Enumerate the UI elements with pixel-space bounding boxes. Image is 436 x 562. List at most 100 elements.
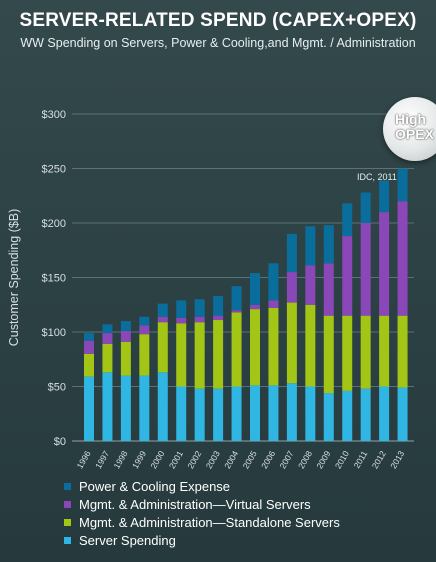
bar-segment (176, 317, 187, 324)
bar-segment (250, 385, 260, 441)
bar-segment (213, 388, 224, 441)
bar-segment (213, 315, 224, 321)
legend-swatch (64, 500, 71, 508)
x-tick-label: 1997 (93, 449, 111, 471)
bar-segment (84, 353, 94, 377)
bar-segment (342, 390, 353, 441)
bar-segment (323, 315, 334, 394)
y-tick-label: $0 (54, 436, 66, 448)
legend-swatch (64, 518, 71, 526)
bar-segment (213, 320, 224, 389)
bar-segment (360, 388, 371, 441)
chart-title: SERVER-RELATED SPEND (CAPEX+OPEX) (19, 10, 417, 31)
bar-segment (84, 333, 94, 341)
bar-segment (120, 321, 131, 331)
bar-segment (157, 303, 168, 317)
bar-segment (139, 316, 150, 326)
bar-segment (176, 323, 187, 387)
bar-segment (194, 316, 205, 323)
bar-segment (139, 325, 150, 335)
y-tick-label: $100 (42, 327, 66, 339)
bar-segment (379, 212, 390, 316)
x-tick-label: 2002 (185, 449, 203, 471)
bar-segment (176, 300, 187, 318)
bar-segment (397, 315, 408, 388)
bar-segment (323, 225, 334, 264)
x-tick-label: 2003 (204, 449, 222, 471)
y-tick-label: $50 (48, 382, 66, 394)
legend-label: Mgmt. & Administration—Virtual Servers (79, 496, 311, 512)
bar-segment (102, 372, 113, 441)
bar-segment (250, 273, 260, 305)
x-tick-label: 2013 (388, 449, 406, 471)
bar-segment (286, 302, 297, 384)
bar-segment (102, 333, 113, 344)
bar-segment (286, 233, 297, 273)
bar-segment (231, 312, 242, 387)
bar-segment (139, 334, 150, 376)
x-tick-label: 2004 (222, 449, 240, 471)
legend-item: Server Spending (64, 531, 340, 549)
bar-segment (323, 393, 334, 441)
y-tick-label: $250 (42, 164, 66, 176)
bar-segment (397, 387, 408, 441)
bar-segment (342, 236, 353, 316)
x-tick-label: 2007 (277, 449, 295, 471)
bar-segment (157, 372, 168, 441)
bar-segment (305, 265, 316, 305)
x-tick-label: 2011 (352, 449, 370, 470)
x-tick-label: 2001 (167, 449, 185, 471)
bar-segment (157, 316, 168, 323)
y-tick-label: $150 (42, 273, 66, 285)
bar-segment (268, 308, 279, 386)
legend-item: Mgmt. & Administration—Virtual Servers (64, 495, 340, 513)
x-tick-label: 2008 (296, 449, 314, 471)
bar-segment (286, 272, 297, 303)
bar-segment (286, 383, 297, 441)
y-axis-title: Customer Spending ($B) (7, 209, 21, 347)
bar-segment (102, 324, 113, 334)
bar-segment (379, 386, 390, 441)
bar-segment (120, 330, 131, 342)
bar-segment (360, 223, 371, 316)
bar-segment (268, 300, 279, 309)
bar-segment (213, 296, 224, 316)
x-tick-label: 2000 (148, 449, 166, 471)
bar-segment (379, 180, 390, 213)
bar-segment (360, 315, 371, 389)
high-opex-callout: High OPEX (383, 97, 436, 161)
x-tick-label: 1998 (111, 449, 129, 471)
legend-swatch (64, 482, 71, 490)
bar-segment (250, 304, 260, 310)
bar-segment (231, 286, 242, 311)
y-tick-label: $300 (42, 109, 66, 121)
bar-segment (397, 168, 408, 202)
bar-segment (84, 340, 94, 354)
bar-segment (323, 263, 334, 316)
bar-segment (194, 388, 205, 441)
bar-segment (176, 386, 187, 441)
legend-label: Power & Cooling Expense (79, 478, 231, 494)
bar-segment (194, 322, 205, 389)
bar-segment (120, 375, 131, 441)
x-tick-label: 2006 (259, 449, 277, 471)
x-tick-label: 2010 (333, 449, 351, 471)
bar-segment (194, 299, 205, 317)
legend-label: Mgmt. & Administration—Standalone Server… (79, 514, 340, 530)
chart-subtitle: WW Spending on Servers, Power & Cooling,… (20, 36, 416, 50)
bar-segment (157, 322, 168, 373)
callout-line-1: High (395, 111, 427, 127)
x-tick-label: 1999 (130, 449, 148, 471)
legend-label: Server Spending (79, 532, 176, 548)
bar-segment (379, 315, 390, 387)
bar-segment (305, 386, 316, 441)
source-note: IDC, 2011 (357, 172, 397, 182)
bar-segment (84, 376, 94, 441)
x-tick-label: 1996 (75, 449, 93, 471)
bar-segment (360, 192, 371, 223)
callout-line-2: OPEX (395, 126, 434, 142)
x-tick-label: 2012 (370, 449, 388, 471)
bar-segment (139, 375, 150, 441)
bar-segment (342, 203, 353, 237)
bar-segment (102, 343, 113, 373)
